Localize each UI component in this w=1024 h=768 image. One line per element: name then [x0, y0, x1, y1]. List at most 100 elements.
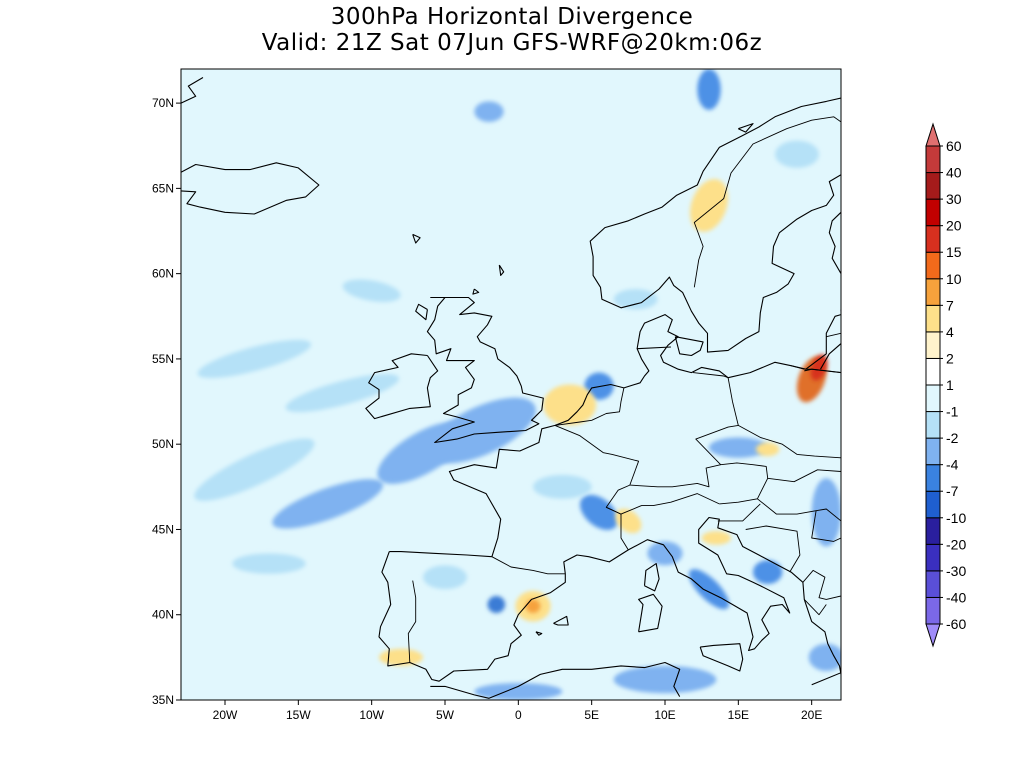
lat-tick-label: 60N [152, 267, 174, 281]
divergence-patch [613, 288, 658, 310]
lat-tick-label: 65N [152, 181, 174, 195]
country-border [554, 387, 625, 426]
divergence-patch [753, 560, 783, 585]
coastline [637, 346, 671, 350]
divergence-patch [379, 648, 423, 666]
colorbar-swatch [925, 278, 941, 306]
colorbar-label: -10 [946, 510, 966, 526]
country-border [805, 368, 841, 374]
divergence-patch [272, 479, 384, 529]
longitude-axis: 20W 15W 10W 5W 0 5E 10E 15E 20E [213, 700, 822, 722]
country-border [757, 498, 841, 522]
coastline [643, 563, 660, 592]
country-border [629, 377, 739, 488]
colorbar-max-arrow [925, 122, 941, 147]
country-border [606, 493, 720, 515]
colorbar-label: 60 [946, 138, 962, 154]
colorbar-swatch [925, 198, 941, 227]
lon-tick-label: 10E [654, 708, 675, 722]
country-border [693, 116, 841, 288]
lat-tick-label: 45N [152, 522, 174, 536]
lat-tick-label: 55N [152, 352, 174, 366]
colorbar-label: -30 [946, 563, 966, 579]
divergence-patch [808, 643, 841, 672]
country-border [802, 569, 841, 600]
coastline [738, 123, 754, 133]
coastline [389, 551, 492, 558]
divergence-patch [474, 101, 504, 122]
lat-tick-label: 70N [152, 96, 174, 110]
coastline [415, 303, 428, 321]
divergence-patch [709, 437, 768, 458]
divergence-patch [811, 478, 841, 547]
colorbar-label: 20 [946, 218, 962, 234]
colorbar-swatch [925, 490, 941, 519]
coastline [181, 77, 204, 104]
divergence-patch [810, 354, 828, 381]
divergence-patch [533, 474, 592, 499]
coastlines [181, 77, 841, 699]
divergence-patch [701, 531, 731, 545]
colorbar-swatch [925, 464, 941, 492]
divergence-patch [613, 665, 717, 694]
colorbar-label: 15 [946, 244, 962, 260]
colorbar-label: -4 [946, 457, 959, 473]
colorbar-label: 7 [946, 297, 954, 313]
lon-tick-label: 20E [801, 708, 822, 722]
lat-tick-label: 40N [152, 608, 174, 622]
country-border [719, 462, 769, 505]
coastline [674, 336, 704, 357]
divergence-field [194, 69, 841, 700]
colorbar-swatch [925, 384, 941, 413]
lon-tick-label: 5W [436, 708, 455, 722]
country-border [745, 525, 801, 573]
divergence-patch [194, 438, 315, 501]
country-border [717, 503, 761, 522]
map-subtitle: Valid: 21Z Sat 07Jun GFS-WRF@20km:06z [261, 30, 763, 56]
divergence-patch [197, 339, 312, 378]
colorbar-label: 2 [946, 350, 954, 366]
colorbar-swatch [925, 172, 941, 200]
colorbar-label: -60 [946, 616, 966, 632]
country-border [692, 372, 729, 379]
colorbar-swatch [925, 251, 941, 280]
divergence-patch [543, 384, 597, 426]
colorbar-swatch [925, 357, 941, 386]
lat-tick-label: 35N [152, 693, 174, 707]
colorbar-swatch [925, 596, 941, 625]
divergence-patch [688, 569, 730, 610]
coastline [498, 264, 505, 276]
colorbar-min-arrow [925, 623, 941, 648]
lat-tick-label: 50N [152, 437, 174, 451]
coastline [589, 97, 841, 353]
colorbar-swatch [925, 225, 941, 253]
colorbar-label: -1 [946, 404, 959, 420]
lon-tick-label: 0 [515, 708, 522, 722]
divergence-patch [342, 279, 401, 302]
divergence-patch [423, 565, 467, 590]
colorbar-label: -2 [946, 430, 959, 446]
coastline [412, 233, 421, 244]
colorbar-swatch [925, 411, 941, 439]
coastline [448, 314, 841, 557]
coastline [820, 343, 841, 370]
divergence-patch [232, 553, 306, 574]
country-border [811, 510, 841, 542]
lon-tick-label: 15W [286, 708, 311, 722]
map-title: 300hPa Horizontal Divergence [330, 4, 694, 30]
colorbar-swatch [925, 331, 941, 359]
lon-tick-label: 5E [584, 708, 599, 722]
coastline [811, 672, 841, 686]
divergence-patch [487, 595, 506, 614]
coastline [638, 593, 663, 633]
colorbar-label: 4 [946, 324, 954, 340]
lon-tick-label: 20W [213, 708, 238, 722]
lon-tick-label: 10W [359, 708, 384, 722]
country-border [790, 365, 805, 370]
country-border [407, 580, 417, 663]
coastline [430, 661, 681, 699]
latitude-axis: 35N 40N 45N 50N 55N 60N 65N 70N [152, 96, 181, 707]
colorbar-swatch [925, 437, 941, 466]
coastline [365, 353, 439, 420]
